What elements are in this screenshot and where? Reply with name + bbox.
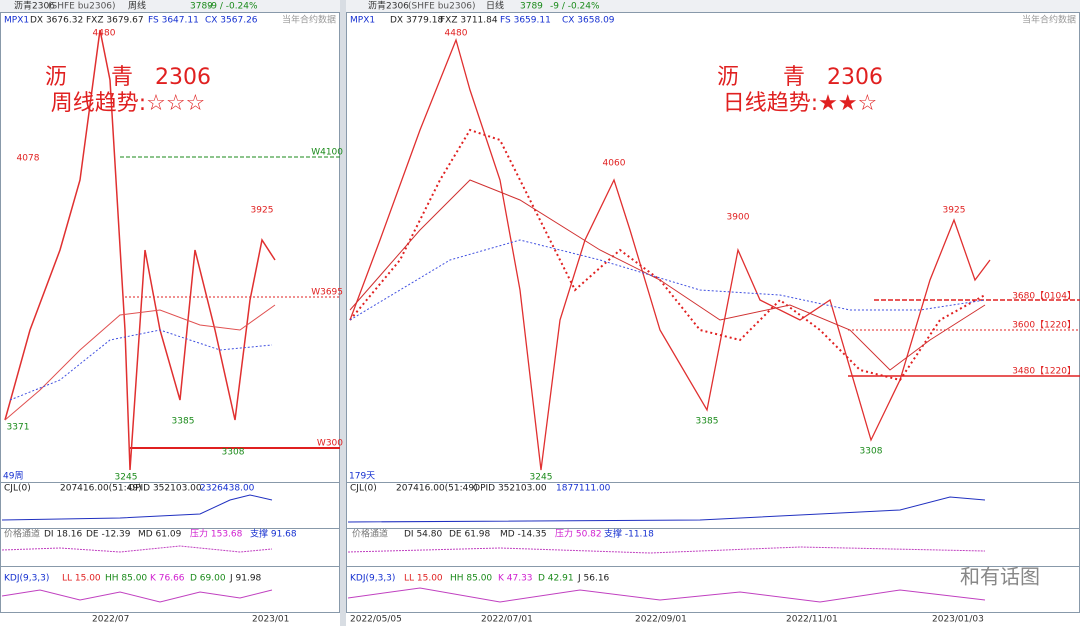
indicator-name: MPX1 [4,16,29,26]
cjl-item: 207416.00(51:49) [396,484,478,494]
bar-count: 179天 [349,472,375,482]
kdj-item: KDJ(9,3,3) [350,574,395,584]
price-label: 4480 [93,29,116,39]
level-label: W300 [317,439,343,449]
kdj-item: K 76.66 [150,574,185,584]
channel-item: 价格通道 [4,528,40,540]
kdj-item: D 69.00 [190,574,226,584]
cjl-item: OPID 352103.00 [473,484,547,494]
date-label: 2022/11/01 [786,615,838,625]
indicator-cx: CX 3658.09 [562,16,615,26]
price-label: 4480 [445,29,468,39]
indicator-sketch [1,494,986,603]
channel-item: DE -12.39 [86,530,131,540]
channel-item: 支撑 -11.18 [604,528,654,540]
channel-item: 价格通道 [352,528,388,540]
channel-item: 压力 153.68 [190,528,243,540]
indicator-cx: CX 3567.26 [205,16,258,26]
indicator-dx: DX 3676.32 [30,16,83,26]
cjl-item: OPID 352103.00 [128,484,202,494]
kdj-item: D 42.91 [538,574,574,584]
price-label: 3308 [860,447,883,457]
indicator-fs: FS 3647.11 [148,16,199,26]
kdj-item: J 91.98 [229,574,262,584]
channel-item: DI 18.16 [44,530,82,540]
kdj-item: LL 15.00 [404,574,443,584]
price-label: 3385 [172,417,195,427]
kdj-item: HH 85.00 [450,574,492,584]
trend-title: 日线趋势:★★☆ [723,91,878,116]
indicator-name: MPX1 [350,16,375,26]
price-label: 3385 [696,417,719,427]
header-name: 沥青2306 [368,0,409,12]
level-label: W4100 [311,148,343,158]
indicator-note: 当年合约数据 [1022,14,1076,26]
cjl-item: 207416.00(51:49) [60,484,142,494]
header-code: (SHFE bu2306) [48,2,116,12]
indicator-fxz: FXZ 3711.84 [440,16,498,26]
level-label: 3480【1220】 [1012,366,1076,377]
level-label: 3680【0104】 [1012,291,1076,302]
header-name: 沥青2306 [14,0,55,12]
watermark: 和有话图 [960,565,1040,589]
price-label: 3900 [727,213,750,223]
price-label: 4060 [603,159,626,169]
kdj-item: LL 15.00 [62,574,101,584]
price-label: 3245 [530,473,553,483]
kdj-item: K 47.33 [498,574,533,584]
channel-item: DI 54.80 [404,530,442,540]
level-label: 3600【1220】 [1012,320,1076,331]
date-label: 2022/05/05 [350,615,402,625]
bar-count: 49周 [3,471,23,482]
header-change: -9 / -0.24% [208,2,258,12]
header-bar [0,0,340,12]
date-label: 2022/07 [92,615,129,625]
cjl-item: 1877111.00 [556,484,611,494]
kdj-item: KDJ(9,3,3) [4,574,49,584]
header-bar [346,0,1080,12]
channel-item: 压力 50.82 [555,528,602,540]
subpanel-dividers [0,482,1080,567]
price-label: 4078 [17,154,40,164]
header-period: 周线 [128,0,146,12]
channel-item: DE 61.98 [449,530,491,540]
date-label: 2023/01/03 [932,615,984,625]
kdj-item: HH 85.00 [105,574,147,584]
cjl-item: CJL(0) [4,484,31,494]
header-period: 日线 [486,0,504,12]
price-label: 3925 [943,206,966,216]
indicator-dx: DX 3779.18 [390,16,443,26]
panel-frame [0,12,340,613]
cjl-item: 2326438.00 [200,484,255,494]
indicator-note: 当年合约数据 [282,14,336,26]
header-change: -9 / -0.24% [550,2,600,12]
header-code: (SHFE bu2306) [408,2,476,12]
splitter [340,0,346,626]
channel-item: MD -14.35 [500,530,547,540]
chart-title: 沥 青 2306 [45,65,211,90]
indicator-fs: FS 3659.11 [500,16,551,26]
indicator-fxz: FXZ 3679.67 [86,16,144,26]
date-label: 2022/07/01 [481,615,533,625]
cjl-item: CJL(0) [350,484,377,494]
header-price: 3789 [190,2,213,12]
price-sketch [4,29,991,471]
chart-title: 沥 青 2306 [717,65,883,90]
trend-title: 周线趋势:☆☆☆ [51,91,206,116]
price-label: 3925 [251,206,274,216]
level-label: W3695 [311,288,343,298]
channel-item: MD 61.09 [138,530,182,540]
price-label: 3371 [7,423,30,433]
header-price: 3789 [520,2,543,12]
price-label: 3245 [115,473,138,483]
price-label: 3308 [222,448,245,458]
date-label: 2023/01 [252,615,289,625]
date-label: 2022/09/01 [635,615,687,625]
kdj-item: J 56.16 [577,574,610,584]
channel-item: 支撑 91.68 [250,528,297,540]
